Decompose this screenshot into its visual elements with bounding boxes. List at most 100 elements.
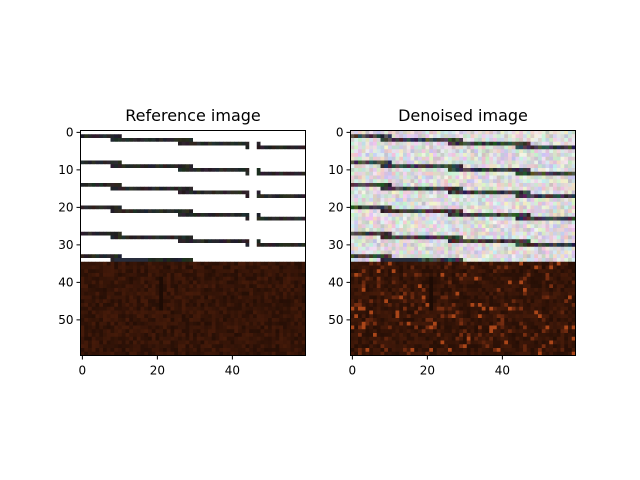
pixel [148,269,153,274]
pixel [88,216,93,221]
pixel [534,175,539,180]
pixel [223,348,228,353]
pixel [286,213,291,218]
pixel [178,224,183,229]
pixel [279,175,284,180]
pixel [283,314,288,319]
pixel [151,333,156,338]
pixel [208,246,213,251]
pixel [286,348,291,353]
pixel [215,168,220,173]
pixel [200,141,205,146]
pixel [511,141,516,146]
pixel [485,168,490,173]
pixel [226,179,231,184]
pixel [196,149,201,154]
pixel [84,134,89,139]
pixel [283,216,288,221]
pixel [279,288,284,293]
pixel [121,160,126,165]
pixel [241,265,246,270]
pixel [219,164,224,169]
pixel [133,258,138,263]
pixel [151,288,156,293]
pixel [388,145,393,150]
pixel [223,175,228,180]
pixel [245,348,250,353]
pixel [474,168,479,173]
pixel [279,291,284,296]
pixel [110,340,115,345]
pixel [271,164,276,169]
pixel [95,336,100,341]
pixel [80,246,85,251]
pixel [489,179,494,184]
pixel [384,168,389,173]
pixel [238,190,243,195]
pixel [204,149,209,154]
pixel [155,250,160,255]
pixel [95,231,100,236]
pixel [511,190,516,195]
pixel [286,179,291,184]
pixel [185,231,190,236]
pixel [193,295,198,300]
pixel [365,175,370,180]
pixel [455,153,460,158]
pixel [455,134,460,139]
pixel [256,276,261,281]
pixel [80,280,85,285]
pixel [249,171,254,176]
pixel [290,201,295,206]
pixel [399,209,404,214]
pixel [155,224,160,229]
pixel [193,336,198,341]
pixel [234,258,239,263]
pixel [95,171,100,176]
pixel [496,186,501,191]
pixel [80,160,85,165]
pixel [129,344,134,349]
pixel [159,288,164,293]
pixel [399,194,404,199]
pixel [151,198,156,203]
pixel [545,190,550,195]
pixel [391,175,396,180]
pixel [230,168,235,173]
pixel [136,269,141,274]
pixel [178,314,183,319]
pixel [129,280,134,285]
pixel [110,205,115,210]
pixel [80,258,85,263]
pixel [155,344,160,349]
pixel [136,201,141,206]
pixel [106,168,111,173]
pixel [91,336,96,341]
pixel [211,306,216,311]
pixel [253,220,258,225]
pixel [211,186,216,191]
pixel [380,153,385,158]
pixel [515,190,520,195]
pixel [140,201,145,206]
pixel [181,348,186,353]
pixel [170,183,175,188]
pixel [170,145,175,150]
pixel [121,175,126,180]
pixel [110,168,115,173]
pixel [185,134,190,139]
pixel [226,258,231,263]
pixel [358,179,363,184]
pixel [425,198,430,203]
pixel [463,175,468,180]
pixel [166,205,171,210]
pixel [519,141,524,146]
pixel [200,340,205,345]
pixel [226,228,231,233]
pixel [121,336,126,341]
pixel [515,205,520,210]
pixel [106,291,111,296]
pixel [515,171,520,176]
pixel [151,213,156,218]
pixel [451,149,456,154]
